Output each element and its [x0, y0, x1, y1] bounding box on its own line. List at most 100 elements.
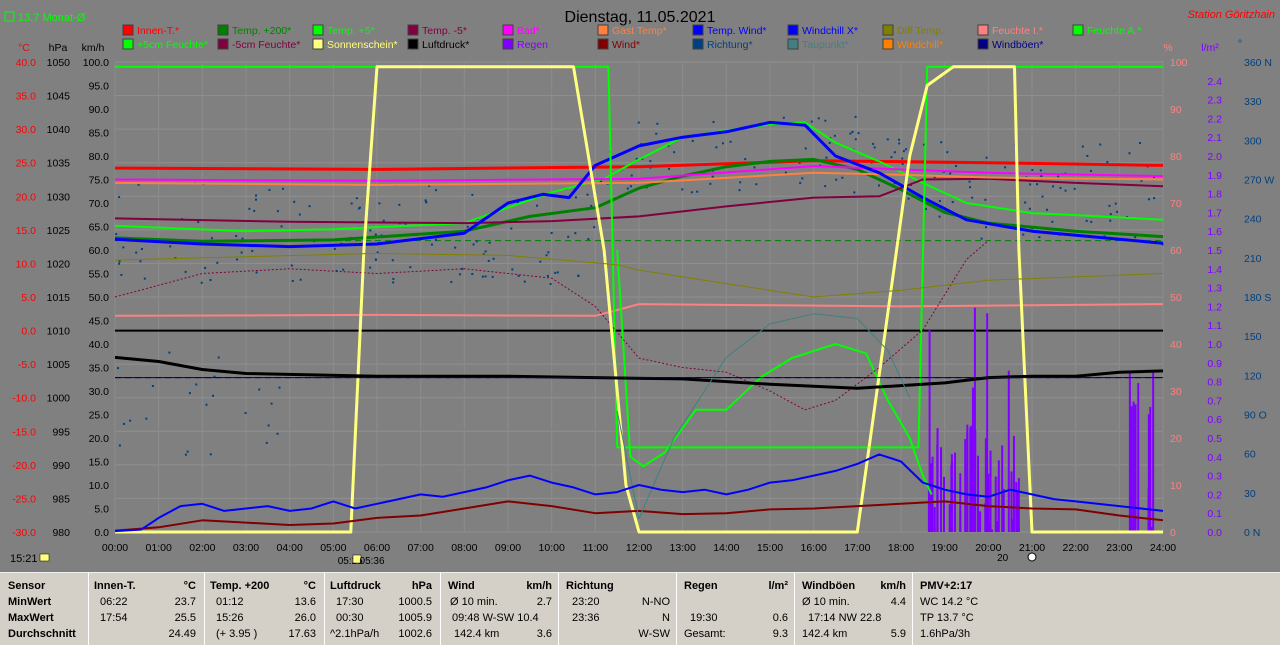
direction-point: [782, 116, 785, 119]
legend-swatch: [977, 38, 989, 50]
wind-tick-label: 0.0: [94, 527, 109, 539]
direction-point: [574, 232, 577, 235]
direction-point: [255, 198, 258, 201]
rain-bar: [997, 460, 1000, 532]
direction-point: [471, 193, 474, 196]
series-line-diff-temp: [114, 252, 1164, 298]
direction-point: [1153, 197, 1156, 200]
direction-point: [637, 121, 640, 124]
direction-point: [205, 403, 208, 406]
direction-tick-label: 210: [1244, 253, 1262, 265]
rain-bar: [1147, 414, 1150, 532]
wind-tick-label: 65.0: [89, 222, 110, 234]
series-line--5cm-feuchte: [114, 240, 989, 411]
rain-bar: [984, 438, 987, 532]
stats-col-windboeen: Windböen km/h Ø 10 min. 4.4 17:14 NW 22.…: [794, 573, 913, 645]
direction-point: [940, 141, 943, 144]
direction-point: [450, 280, 453, 283]
rain-tick-label: 1.1: [1207, 320, 1222, 332]
rain-tick-label: 0.1: [1207, 508, 1222, 520]
direction-point: [984, 198, 987, 201]
x-tick-label: 02:00: [189, 542, 215, 554]
legend-label: -5cm Feuchte*: [232, 39, 300, 51]
direction-point: [118, 196, 121, 199]
direction-point: [466, 225, 469, 228]
direction-point: [516, 201, 519, 204]
direction-point: [721, 142, 724, 145]
stats-innen-max-value: 25.5: [174, 612, 196, 624]
direction-point: [1138, 142, 1141, 145]
direction-point: [853, 191, 856, 194]
temp-tick-label: -30.0: [12, 527, 36, 539]
temp-tick-label: 35.0: [16, 91, 37, 103]
x-tick-label: 18:00: [888, 542, 914, 554]
legend-label: Wind*: [612, 39, 640, 51]
stats-col-wind: Wind km/h Ø 10 min. 2.7 09:48 W-SW 10.4 …: [440, 573, 559, 645]
legend-swatch: [597, 24, 609, 36]
direction-point: [922, 143, 925, 146]
chart-title: Dienstag, 11.05.2021: [565, 9, 716, 26]
direction-point: [1064, 189, 1067, 192]
rain-bar: [940, 447, 943, 532]
rain-bar: [1001, 445, 1004, 532]
stats-pmv-dewpoint: TP 13.7 °C: [920, 612, 974, 624]
direction-tick-label: 180 S: [1244, 292, 1271, 304]
month-avg-label: 13.7 Monat-Ø: [18, 12, 86, 24]
pressure-tick-label: 990: [52, 460, 70, 472]
stats-unit-temp200: °C: [303, 580, 316, 592]
humidity-tick-label: 40: [1170, 339, 1182, 351]
stats-temp200-max-value: 26.0: [294, 612, 316, 624]
sun-icon: [352, 554, 362, 564]
wind-tick-label: 85.0: [89, 128, 110, 140]
legend-swatch: [122, 24, 134, 36]
rain-bar: [1016, 490, 1019, 532]
direction-point: [547, 251, 550, 254]
direction-point: [248, 207, 251, 210]
direction-point: [886, 138, 889, 141]
stats-windboeen-avg10-value: 4.4: [890, 596, 906, 608]
direction-point: [510, 227, 513, 230]
direction-point: [1085, 219, 1088, 222]
direction-point: [1134, 236, 1137, 239]
x-tick-label: 04:00: [277, 542, 303, 554]
direction-point: [204, 266, 207, 269]
stats-header-luftdruck: Luftdruck: [330, 580, 381, 592]
direction-point: [1153, 175, 1156, 178]
wind-axis-unit: km/h: [82, 42, 105, 54]
series-line--5cm-feuchte: [616, 249, 933, 495]
direction-point: [482, 253, 485, 256]
stats-header-wind: Wind: [448, 580, 475, 592]
direction-point: [213, 375, 216, 378]
direction-point: [1036, 183, 1039, 186]
direction-point: [873, 146, 876, 149]
rain-bar: [971, 439, 974, 532]
legend-label: Windchill*: [897, 39, 943, 51]
legend-label: Regen: [517, 39, 548, 51]
direction-point: [369, 229, 372, 232]
stats-header-pmv: PMV+2:17: [920, 580, 973, 592]
rain-bar: [1010, 471, 1013, 532]
direction-point: [268, 188, 271, 191]
series-line-wind: [114, 500, 1164, 532]
rain-bar: [987, 473, 990, 532]
legend-swatch: [787, 38, 799, 50]
stats-luftdruck-min-value: 1000.5: [398, 596, 432, 608]
stats-innen-avg-value: 24.49: [168, 628, 196, 640]
x-tick-label: 24:00: [1150, 542, 1176, 554]
direction-point: [872, 142, 875, 145]
direction-point: [907, 197, 910, 200]
direction-point: [217, 356, 220, 359]
x-tick-label: 13:00: [670, 542, 696, 554]
direction-point: [738, 189, 741, 192]
direction-point: [955, 165, 958, 168]
moon-icon: [1027, 552, 1037, 562]
direction-point: [241, 237, 244, 240]
direction-point: [590, 204, 593, 207]
legend-label: Sonnenschein*: [327, 39, 398, 51]
stats-luftdruck-max-time: 00:30: [336, 612, 364, 624]
wind-tick-label: 75.0: [89, 175, 110, 187]
legend-label: Feuchte I.*: [992, 25, 1043, 37]
x-tick-label: 20:00: [975, 542, 1001, 554]
stats-windboeen-max: 17:14 NW 22.8: [808, 612, 882, 624]
rain-bar: [1130, 406, 1133, 532]
